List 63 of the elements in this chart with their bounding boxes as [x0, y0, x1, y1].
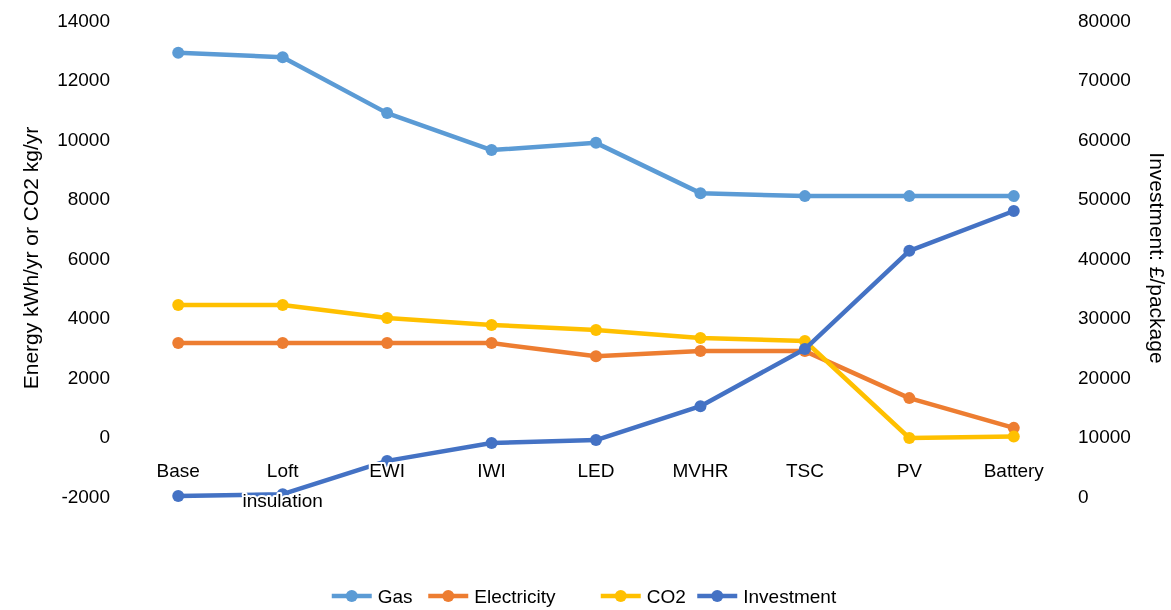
- y-tick-label: 14000: [57, 9, 110, 31]
- y-tick-label: 12000: [57, 69, 110, 91]
- y-tick-label: 4000: [67, 307, 110, 329]
- point: [903, 431, 916, 444]
- x-tick-label: IWI: [477, 459, 506, 481]
- point: [172, 490, 185, 502]
- point: [1007, 430, 1020, 443]
- point: [903, 190, 916, 203]
- point: [694, 400, 707, 413]
- y-tick-label: 8000: [67, 188, 110, 210]
- x-tick-label: Loft insulation: [242, 459, 323, 511]
- x-tick-label: Battery: [983, 459, 1045, 481]
- point: [694, 345, 707, 358]
- point: [381, 312, 394, 325]
- point: [276, 337, 289, 350]
- y2-axis-title: Investment: £/package: [1146, 152, 1169, 364]
- point: [172, 46, 185, 59]
- point: [485, 437, 498, 450]
- point: [1007, 190, 1020, 203]
- point: [798, 190, 811, 203]
- y2-tick-label: 0: [1078, 485, 1089, 507]
- point: [485, 318, 498, 331]
- x-tick-label: MVHR: [672, 459, 729, 481]
- y2-tick-label: 40000: [1078, 247, 1131, 269]
- y2-tick-label: 70000: [1078, 69, 1131, 91]
- point: [485, 144, 498, 157]
- x-tick-label: PV: [896, 459, 923, 481]
- point: [381, 107, 394, 120]
- point: [172, 299, 185, 312]
- point: [590, 136, 602, 149]
- legend-label: Investment: [743, 585, 837, 607]
- point: [903, 244, 916, 257]
- legend-label: CO2: [646, 585, 686, 607]
- point: [1007, 205, 1020, 217]
- point: [590, 350, 602, 363]
- y2-tick-label: 80000: [1078, 9, 1131, 31]
- point: [485, 337, 498, 350]
- y-tick-label: 10000: [57, 128, 110, 150]
- point: [381, 337, 394, 350]
- point: [590, 324, 602, 336]
- x-tick-label: TSC: [785, 459, 824, 481]
- y-tick-label: 0: [99, 426, 110, 448]
- point: [172, 337, 185, 350]
- x-tick-label: EWI: [369, 459, 406, 481]
- y-tick-label: 6000: [67, 247, 110, 269]
- y-tick-label: -2000: [61, 485, 110, 507]
- y2-tick-label: 20000: [1078, 366, 1131, 388]
- y2-tick-label: 10000: [1078, 426, 1131, 448]
- point: [276, 299, 289, 312]
- y-tick-label: 2000: [67, 366, 110, 388]
- x-tick-label: LED: [577, 459, 615, 481]
- legend-label: Gas: [377, 585, 413, 607]
- legend-label: Electricity: [474, 585, 557, 607]
- y2-tick-label: 60000: [1078, 128, 1131, 150]
- point: [903, 392, 916, 405]
- point: [590, 434, 602, 447]
- y2-tick-label: 30000: [1078, 307, 1131, 329]
- y-axis-title: Energy kWh/yr or CO2 kg/yr: [19, 126, 42, 390]
- point: [694, 187, 707, 200]
- x-tick-label: Base: [156, 459, 200, 481]
- point: [694, 332, 707, 345]
- y2-tick-label: 50000: [1078, 188, 1131, 210]
- point: [276, 51, 289, 64]
